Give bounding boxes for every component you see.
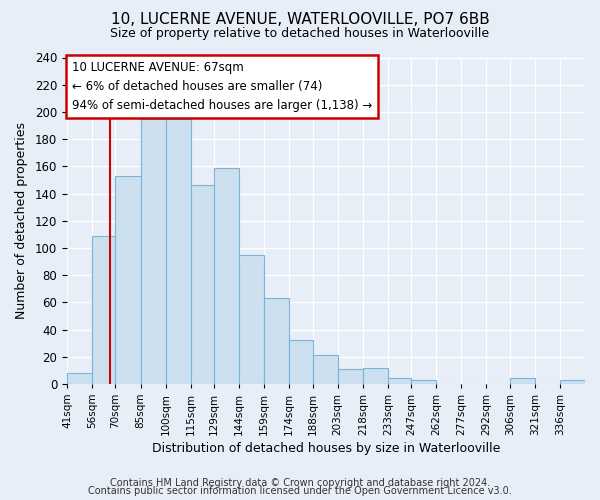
Bar bbox=[67, 373, 92, 384]
Bar bbox=[140, 118, 166, 384]
Bar bbox=[313, 356, 338, 384]
Bar bbox=[214, 168, 239, 384]
Bar bbox=[92, 236, 115, 384]
Text: Size of property relative to detached houses in Waterlooville: Size of property relative to detached ho… bbox=[110, 28, 490, 40]
X-axis label: Distribution of detached houses by size in Waterlooville: Distribution of detached houses by size … bbox=[152, 442, 500, 455]
Bar bbox=[560, 380, 585, 384]
Text: 10 LUCERNE AVENUE: 67sqm
← 6% of detached houses are smaller (74)
94% of semi-de: 10 LUCERNE AVENUE: 67sqm ← 6% of detache… bbox=[72, 61, 373, 112]
Y-axis label: Number of detached properties: Number of detached properties bbox=[15, 122, 28, 319]
Bar bbox=[239, 254, 264, 384]
Text: 10, LUCERNE AVENUE, WATERLOOVILLE, PO7 6BB: 10, LUCERNE AVENUE, WATERLOOVILLE, PO7 6… bbox=[110, 12, 490, 28]
Bar bbox=[411, 380, 436, 384]
Bar bbox=[510, 378, 535, 384]
Bar bbox=[191, 186, 214, 384]
Bar bbox=[289, 340, 313, 384]
Text: Contains public sector information licensed under the Open Government Licence v3: Contains public sector information licen… bbox=[88, 486, 512, 496]
Bar bbox=[166, 118, 191, 384]
Bar bbox=[115, 176, 140, 384]
Bar bbox=[363, 368, 388, 384]
Bar bbox=[338, 369, 363, 384]
Bar bbox=[264, 298, 289, 384]
Bar bbox=[388, 378, 411, 384]
Text: Contains HM Land Registry data © Crown copyright and database right 2024.: Contains HM Land Registry data © Crown c… bbox=[110, 478, 490, 488]
